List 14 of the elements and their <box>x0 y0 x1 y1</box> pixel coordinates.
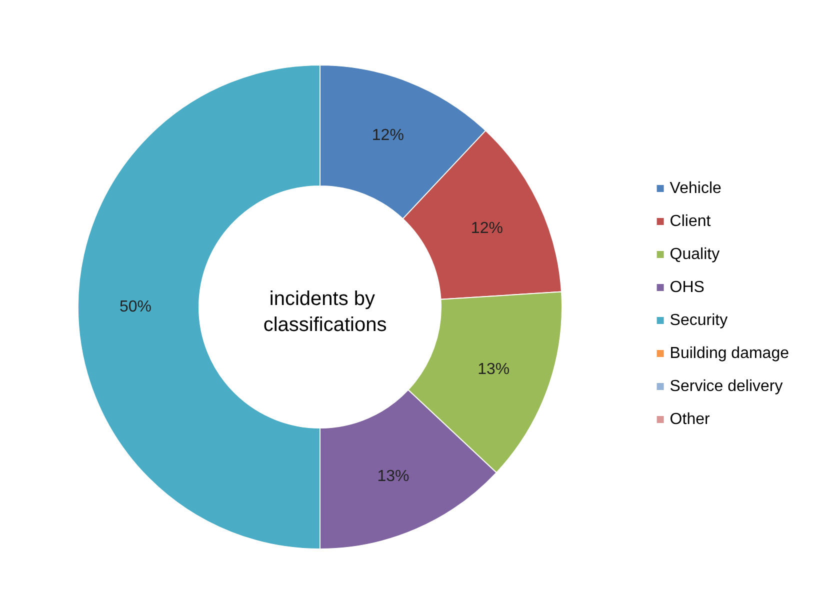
legend-label: Quality <box>670 246 720 263</box>
legend-label: Service delivery <box>670 378 783 395</box>
legend-label: Building damage <box>670 345 790 362</box>
data-label: 50% <box>119 298 152 316</box>
text: incidents by classifications <box>263 288 387 336</box>
data-label: 13% <box>478 360 510 378</box>
legend-label: OHS <box>670 279 704 296</box>
data-label: 12% <box>372 126 404 144</box>
legend-label: Security <box>670 312 728 329</box>
data-label: 12% <box>470 220 503 237</box>
legend-label: Other <box>670 411 710 428</box>
data-label: 13% <box>377 468 410 485</box>
legend-label: Vehicle <box>670 180 722 197</box>
legend-label: Client <box>670 213 712 230</box>
